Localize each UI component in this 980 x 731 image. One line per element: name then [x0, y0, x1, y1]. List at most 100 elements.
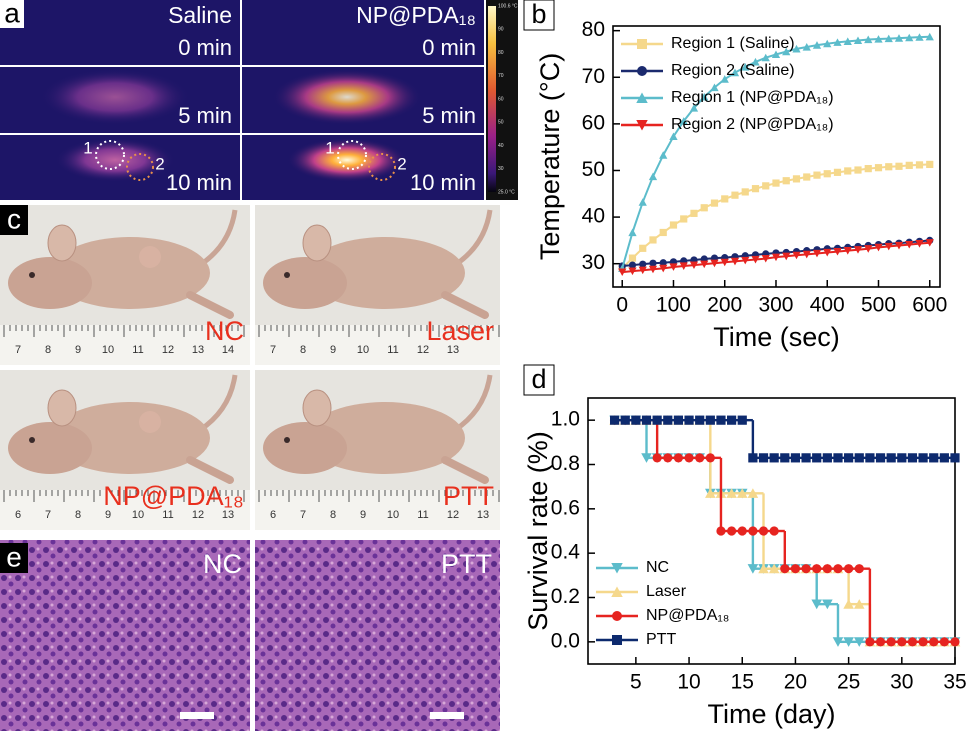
ruler-number: 13 [447, 344, 459, 356]
marker [833, 168, 842, 176]
plot-frame [587, 397, 956, 665]
marker [886, 453, 896, 463]
ruler-number: 8 [45, 344, 51, 356]
panel-letter: c [7, 203, 21, 234]
marker [659, 228, 667, 237]
marker [731, 191, 739, 199]
ruler-number: 12 [162, 344, 174, 356]
mouse-ear [47, 224, 77, 262]
marker [628, 261, 637, 269]
marker [905, 240, 914, 249]
legend-label: Region 1 (NP@PDA₁₈) [671, 89, 834, 106]
marker [727, 415, 737, 425]
marker [679, 117, 688, 125]
marker [929, 453, 939, 463]
marker [689, 104, 699, 112]
ruler-number: 6 [270, 509, 276, 521]
ruler-number: 9 [330, 344, 336, 356]
colorbar-label: 90 [498, 27, 504, 33]
marker [865, 453, 875, 463]
marker [680, 215, 688, 223]
ruler-number: 8 [300, 344, 306, 356]
marker [720, 75, 729, 83]
marker [762, 182, 770, 190]
marker [663, 453, 673, 463]
marker [612, 635, 622, 645]
marker [628, 254, 637, 262]
ruler-number: 11 [387, 344, 398, 356]
marker [700, 204, 708, 212]
marker [673, 415, 684, 425]
marker [854, 166, 862, 174]
mouse-body [305, 237, 465, 309]
marker [659, 264, 668, 273]
marker [918, 453, 928, 463]
ruler-number: 12 [417, 344, 429, 356]
marker [905, 161, 913, 169]
x-tick-label: 300 [758, 294, 793, 317]
mouse-body [50, 402, 210, 474]
mouse-eye [29, 272, 35, 278]
time-label: 0 min [178, 35, 232, 60]
marker [641, 415, 652, 425]
marker [792, 44, 801, 53]
marker [761, 254, 770, 263]
ruler-number: 10 [357, 344, 369, 356]
marker [669, 263, 678, 271]
mouse-eye [29, 437, 35, 443]
legend-label: Region 2 (Saline) [671, 62, 795, 79]
marker [864, 245, 873, 253]
marker [673, 453, 684, 463]
x-tick-label: 15 [731, 671, 754, 694]
marker [853, 637, 865, 647]
marker [782, 252, 791, 261]
marker [747, 564, 759, 574]
photo-label: PTT [443, 481, 494, 511]
region-circle [337, 140, 367, 170]
marker [637, 66, 647, 76]
marker [741, 63, 750, 71]
marker [812, 453, 822, 463]
region-circle [126, 153, 154, 181]
marker [769, 526, 779, 536]
marker [894, 241, 904, 250]
ruler-number: 6 [15, 509, 21, 521]
legend-label: NC [646, 559, 669, 576]
legend-label: Region 1 (Saline) [671, 35, 795, 52]
marker [710, 259, 719, 268]
marker [751, 185, 760, 193]
marker [853, 36, 863, 45]
time-label: 10 min [410, 170, 476, 195]
mouse-eye [284, 272, 290, 278]
marker [652, 453, 662, 463]
marker [659, 151, 668, 159]
marker [611, 563, 623, 574]
colorbar-label: 25.0 °C [498, 189, 515, 195]
marker [747, 488, 759, 498]
marker [741, 188, 749, 196]
marker [748, 526, 758, 536]
legend-label: Laser [646, 583, 687, 600]
marker [782, 177, 790, 185]
heat-glow [272, 69, 422, 125]
region-label: 1 [325, 138, 334, 157]
region-label: 2 [155, 154, 164, 173]
marker [844, 453, 854, 463]
x-axis-label: Time (sec) [713, 322, 840, 352]
x-tick-label: 400 [810, 294, 845, 317]
mouse-leg [186, 456, 234, 484]
y-axis-label: Survival rate (%) [523, 431, 553, 631]
marker [864, 165, 872, 173]
ruler-number: 11 [162, 509, 173, 521]
y-tick-label: 80 [582, 18, 605, 41]
ruler-number: 7 [300, 509, 306, 521]
marker [637, 39, 647, 49]
ruler-number: 11 [417, 509, 428, 521]
marker [636, 92, 648, 103]
mouse-body [50, 237, 210, 309]
y-axis-label: Temperature (°C) [535, 53, 565, 260]
marker [939, 637, 949, 647]
photo-label: NP@PDA₁₈ [103, 481, 244, 511]
x-tick-label: 200 [707, 294, 742, 317]
marker [832, 637, 844, 647]
